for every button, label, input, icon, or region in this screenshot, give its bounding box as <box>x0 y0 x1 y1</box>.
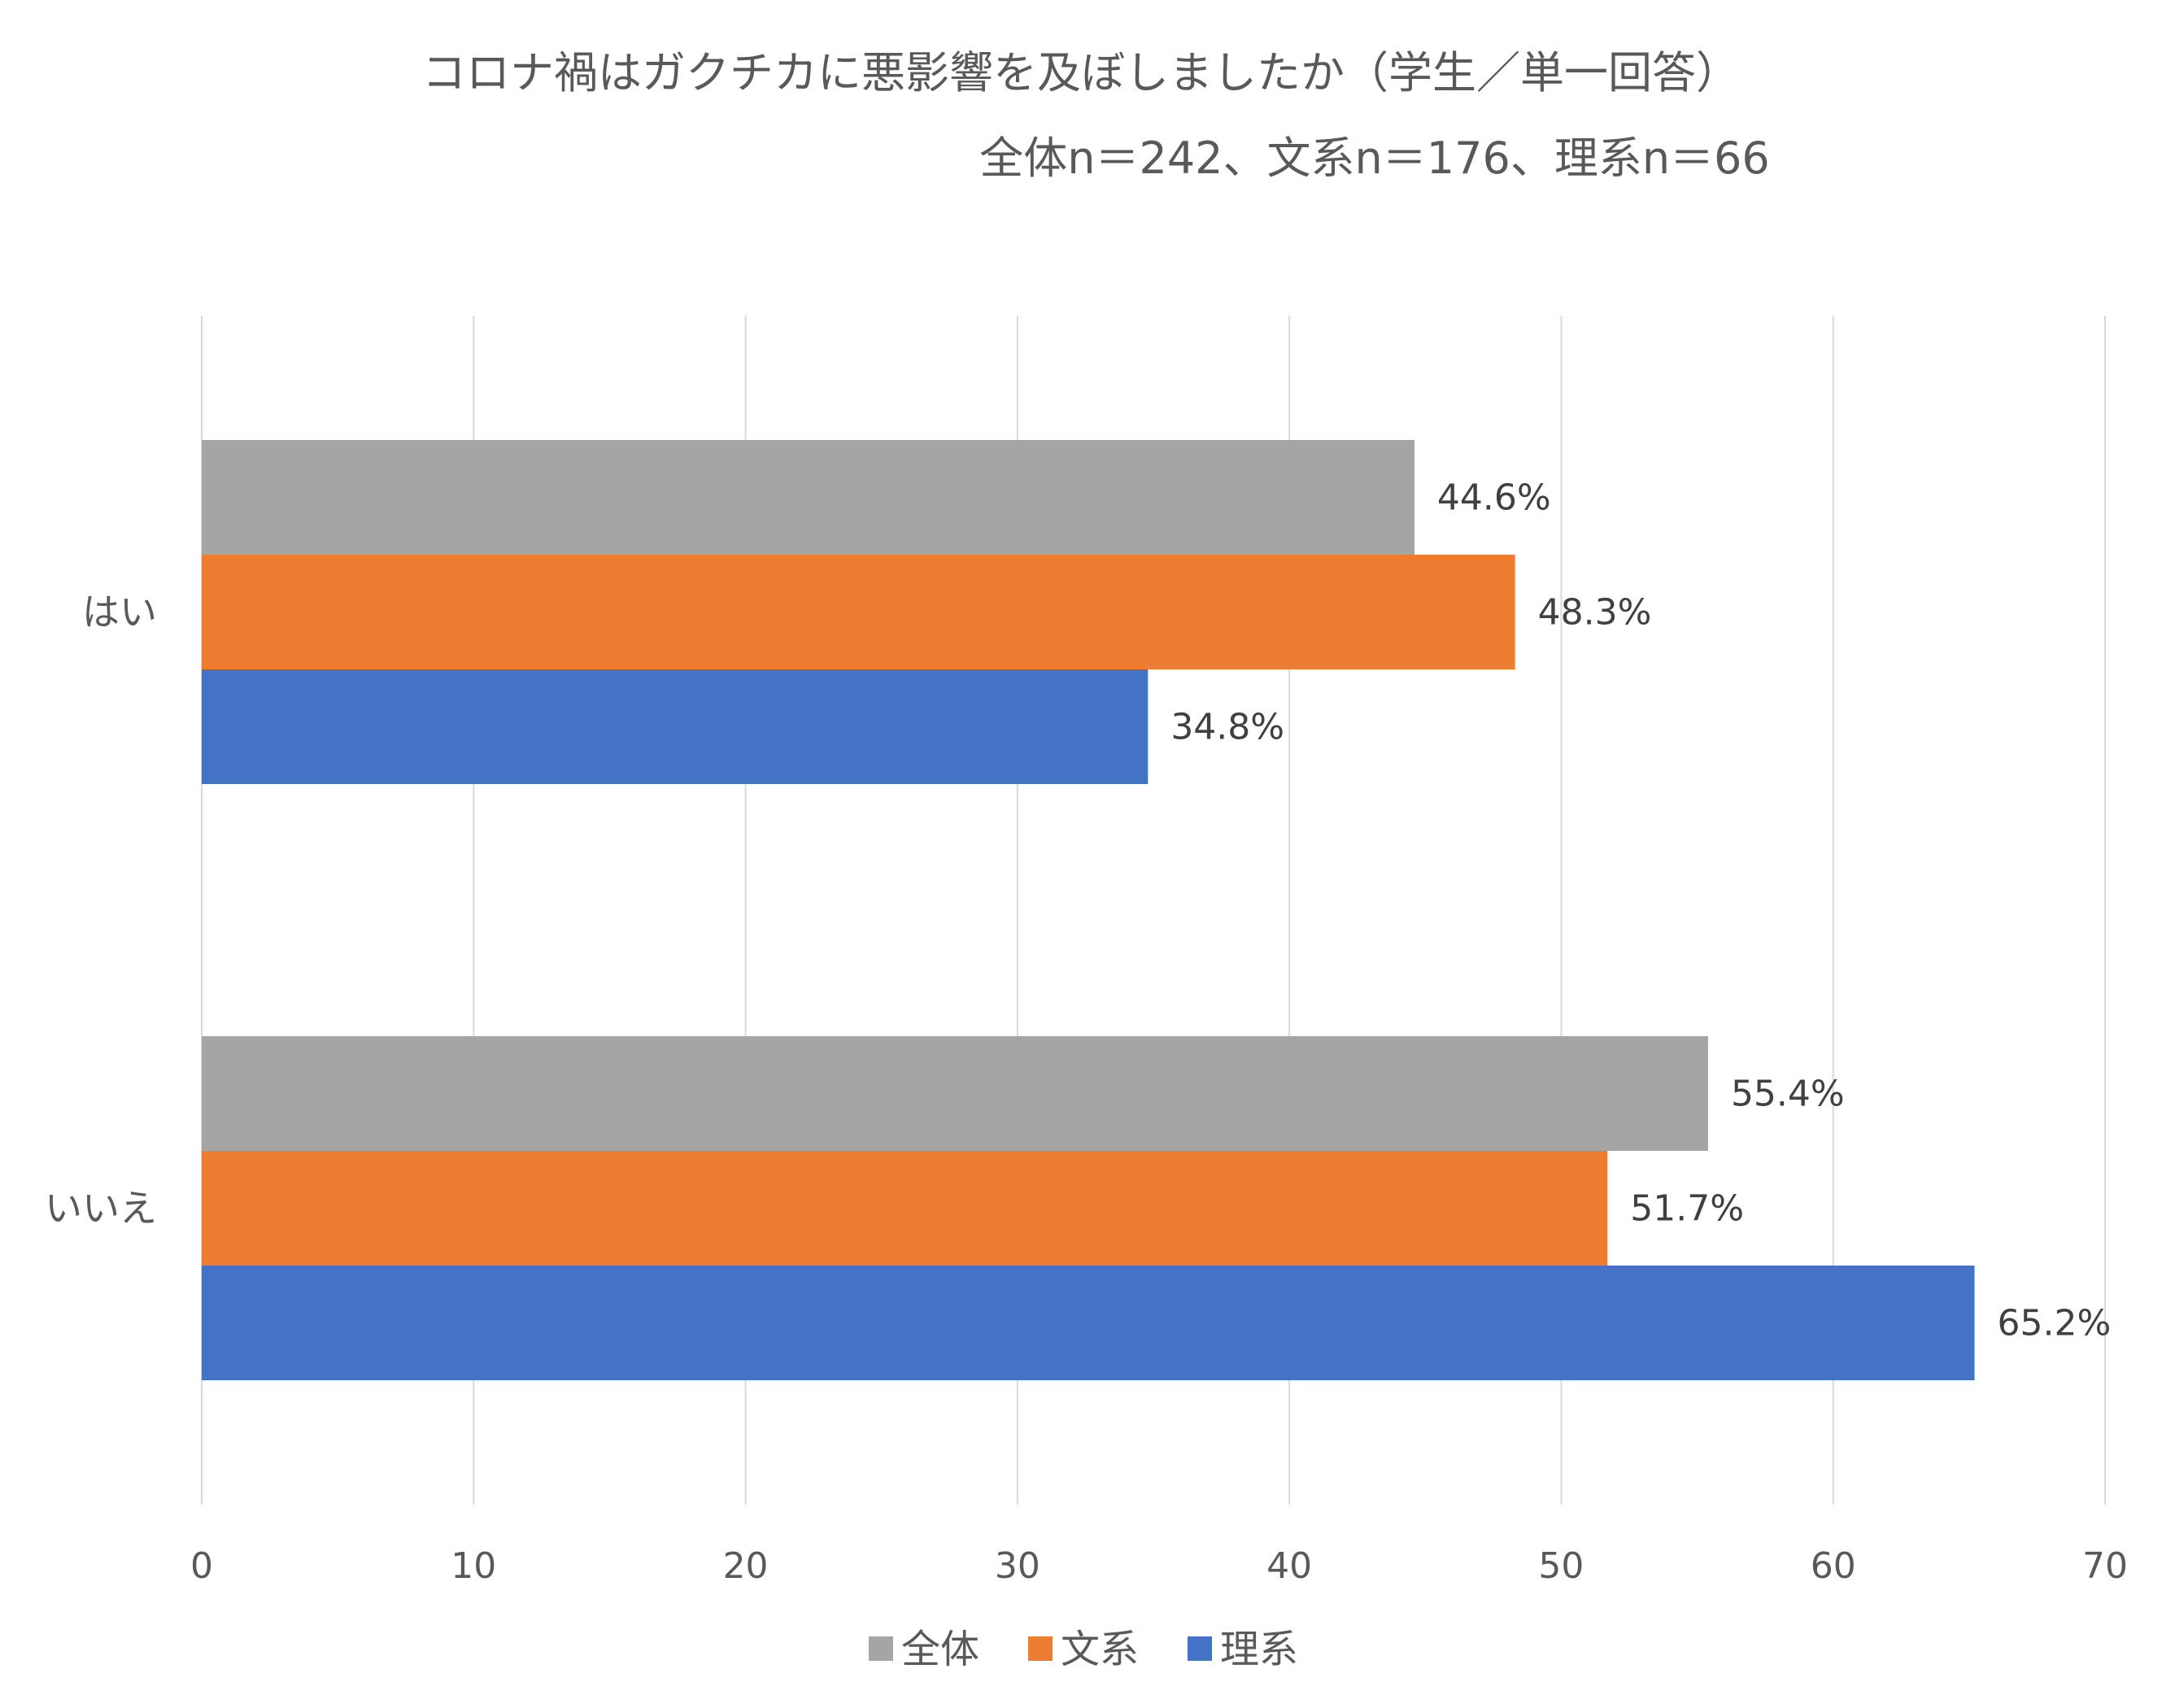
data-label-1-1: 51.7% <box>1630 1188 1744 1230</box>
data-label-0-0: 44.6% <box>1437 477 1551 519</box>
chart-title: コロナ禍はガクチカに悪影響を及ぼしましたか（学生／単一回答） <box>422 47 1740 98</box>
x-tick-label-60: 60 <box>1811 1545 1856 1587</box>
x-tick-label-30: 30 <box>995 1545 1040 1587</box>
chart-subtitle: 全体n＝242、文系n＝176、理系n＝66 <box>979 133 1770 184</box>
legend: 全体 文系 理系 <box>869 1627 1298 1672</box>
legend-swatch-2 <box>1188 1636 1212 1661</box>
legend-swatch-1 <box>1028 1636 1053 1661</box>
data-label-1-0: 48.3% <box>1538 592 1652 634</box>
x-tick-label-20: 20 <box>723 1545 769 1587</box>
bars <box>202 440 1975 1380</box>
category-label-1: いいえ <box>45 1187 157 1231</box>
x-tick-label-0: 0 <box>190 1545 213 1587</box>
legend-label-0: 全体 <box>901 1627 979 1672</box>
bar-0-1 <box>202 1036 1708 1151</box>
data-label-0-1: 55.4% <box>1731 1074 1845 1115</box>
bar-1-0 <box>202 555 1515 669</box>
bar-0-0 <box>202 440 1414 555</box>
legend-label-1: 文系 <box>1061 1627 1139 1672</box>
x-tick-label-50: 50 <box>1538 1545 1584 1587</box>
x-tick-label-70: 70 <box>2082 1545 2128 1587</box>
x-axis-ticks: 0 10 20 30 40 50 60 70 <box>190 1545 2128 1587</box>
x-tick-label-10: 10 <box>451 1545 496 1587</box>
category-label-0: はい <box>82 590 157 634</box>
bar-2-1 <box>202 1266 1975 1380</box>
legend-swatch-0 <box>869 1636 893 1661</box>
data-label-2-0: 34.8% <box>1170 707 1284 748</box>
bar-1-1 <box>202 1151 1608 1266</box>
bar-2-0 <box>202 669 1149 784</box>
data-labels: 44.6% 48.3% 34.8% 55.4% 51.7% 65.2% <box>1170 477 2111 1344</box>
legend-label-2: 理系 <box>1220 1627 1298 1672</box>
x-tick-label-40: 40 <box>1266 1545 1312 1587</box>
data-label-2-1: 65.2% <box>1998 1303 2112 1344</box>
